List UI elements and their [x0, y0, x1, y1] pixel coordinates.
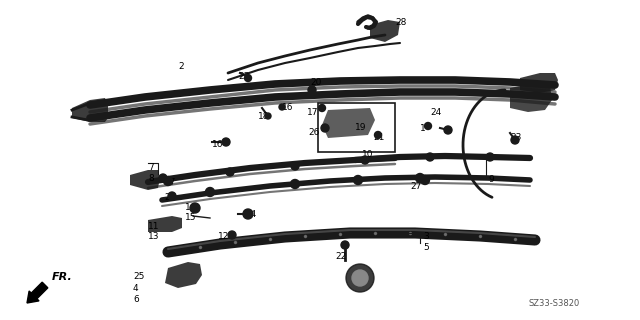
- Text: 1: 1: [420, 124, 426, 133]
- Text: 16: 16: [212, 140, 223, 149]
- Text: 6: 6: [133, 295, 139, 304]
- Text: 18: 18: [258, 112, 269, 121]
- Text: 27: 27: [164, 178, 175, 187]
- Circle shape: [341, 241, 349, 249]
- Circle shape: [222, 138, 230, 146]
- Text: 21: 21: [373, 133, 385, 142]
- Text: 12: 12: [218, 232, 229, 241]
- Polygon shape: [322, 108, 375, 138]
- Text: 13: 13: [148, 232, 159, 241]
- Circle shape: [321, 124, 329, 132]
- Circle shape: [291, 162, 299, 170]
- Text: 5: 5: [423, 243, 429, 252]
- Circle shape: [279, 104, 285, 110]
- Circle shape: [346, 264, 374, 292]
- Circle shape: [228, 231, 236, 239]
- Circle shape: [511, 136, 519, 144]
- Polygon shape: [148, 216, 182, 232]
- Circle shape: [226, 168, 234, 176]
- Circle shape: [308, 86, 316, 94]
- Circle shape: [361, 156, 369, 164]
- Circle shape: [159, 174, 167, 182]
- Text: 16: 16: [282, 103, 294, 112]
- Circle shape: [486, 153, 494, 161]
- Circle shape: [420, 175, 429, 185]
- Polygon shape: [130, 170, 160, 190]
- Text: SZ33-S3820: SZ33-S3820: [529, 299, 580, 308]
- Circle shape: [353, 175, 362, 185]
- Circle shape: [319, 105, 326, 111]
- Bar: [318, 103, 395, 152]
- Text: 7: 7: [148, 163, 154, 172]
- Text: 24: 24: [164, 193, 175, 202]
- Text: 24: 24: [430, 108, 441, 117]
- Circle shape: [291, 180, 300, 188]
- Text: 8: 8: [148, 174, 154, 183]
- Polygon shape: [165, 262, 202, 288]
- Text: 11: 11: [148, 222, 159, 231]
- Text: 26: 26: [308, 128, 320, 137]
- Polygon shape: [510, 83, 552, 112]
- Text: 10: 10: [362, 150, 374, 159]
- Polygon shape: [520, 73, 558, 93]
- Text: 19: 19: [355, 123, 367, 132]
- Circle shape: [424, 123, 431, 130]
- Text: 27: 27: [410, 182, 421, 191]
- FancyArrow shape: [27, 282, 48, 303]
- Text: 9: 9: [488, 175, 493, 184]
- Text: 14: 14: [185, 203, 196, 212]
- Circle shape: [426, 153, 434, 161]
- Circle shape: [415, 173, 424, 182]
- Text: 15: 15: [185, 213, 196, 222]
- Text: 4: 4: [133, 284, 139, 293]
- Text: 23: 23: [238, 72, 250, 81]
- Circle shape: [444, 126, 452, 134]
- Text: 3: 3: [423, 232, 429, 241]
- Circle shape: [352, 270, 368, 286]
- Circle shape: [244, 75, 252, 82]
- Polygon shape: [370, 20, 400, 42]
- Text: 28: 28: [395, 18, 406, 27]
- Text: 24: 24: [245, 210, 256, 219]
- Circle shape: [243, 209, 253, 219]
- Text: 25: 25: [133, 272, 145, 281]
- Text: 23: 23: [510, 133, 522, 142]
- Circle shape: [163, 177, 173, 186]
- Circle shape: [168, 192, 176, 200]
- Circle shape: [205, 188, 214, 196]
- Circle shape: [374, 132, 381, 139]
- Circle shape: [190, 203, 200, 213]
- Circle shape: [265, 113, 271, 119]
- Text: 17: 17: [307, 108, 318, 117]
- Polygon shape: [72, 98, 108, 122]
- Text: 20: 20: [310, 78, 321, 87]
- Text: 2: 2: [178, 62, 184, 71]
- Text: 22: 22: [335, 252, 346, 261]
- Text: FR.: FR.: [52, 272, 73, 282]
